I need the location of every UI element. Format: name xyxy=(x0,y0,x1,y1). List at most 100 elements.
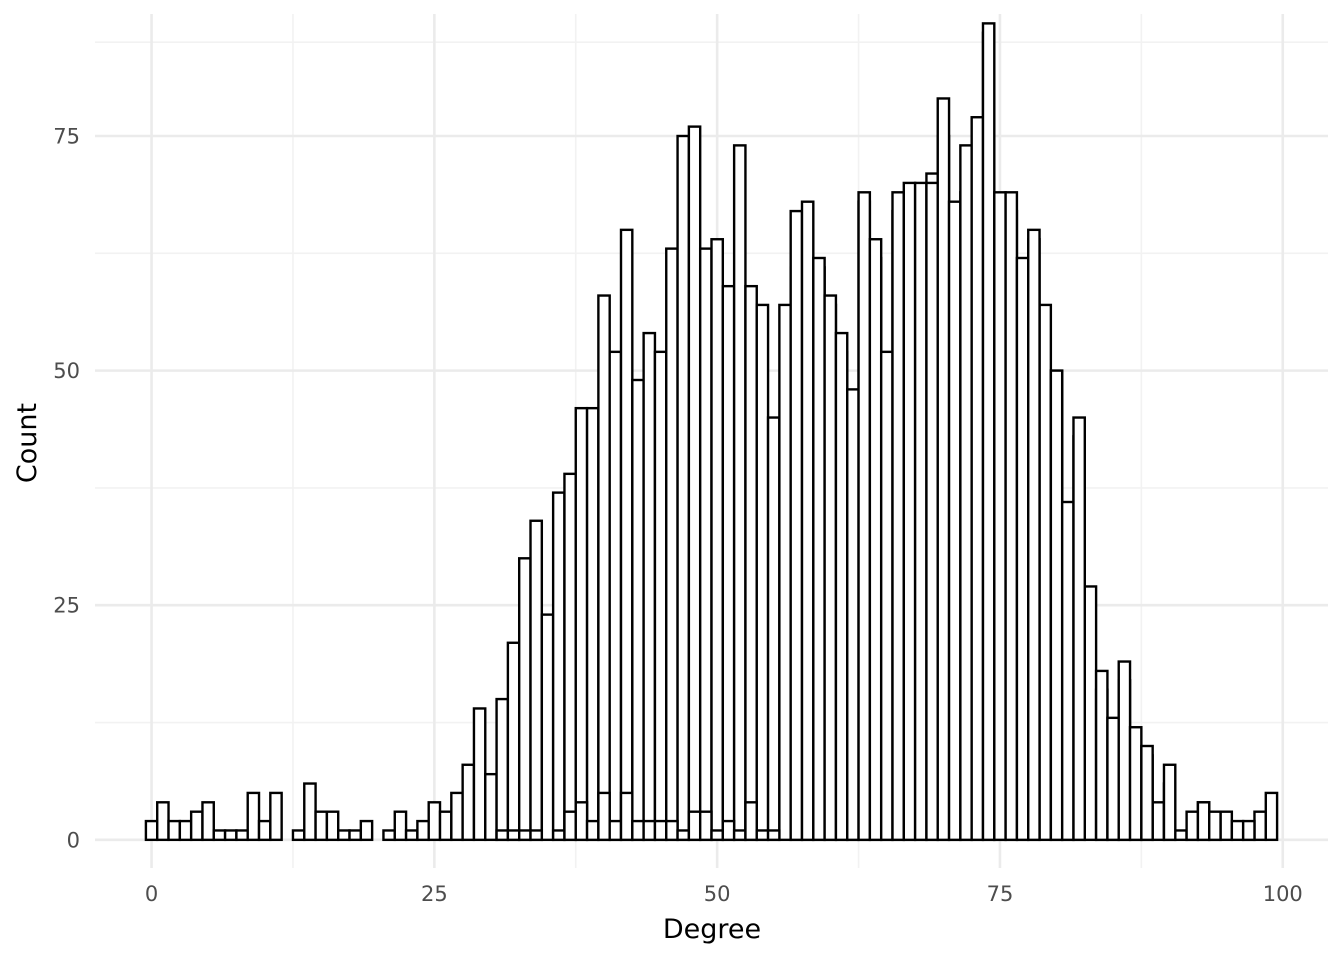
histogram-bar-s1-bin-30 xyxy=(484,772,498,842)
x-tick-label: 25 xyxy=(421,882,448,906)
histogram-bar-s1-bin-22 xyxy=(393,810,408,842)
x-axis-title: Degree xyxy=(663,914,761,945)
histogram-bar-s1-bin-18 xyxy=(348,829,363,842)
histogram-bar-s1-bin-16 xyxy=(325,810,340,842)
histogram-bar-s1-bin-14 xyxy=(303,782,317,842)
histogram-bar-s2-bin-41 xyxy=(608,819,623,842)
x-tick-label: 0 xyxy=(145,882,158,906)
histogram-bar-s1-bin-29 xyxy=(472,707,487,842)
y-tick-label: 50 xyxy=(53,359,80,383)
histogram-bar-s1-bin-91 xyxy=(1174,829,1188,842)
histogram-bar-s2-bin-65 xyxy=(879,350,894,842)
histogram-bar-s1-bin-27 xyxy=(450,791,464,842)
histogram-bar-s1-bin-56 xyxy=(778,303,792,842)
histogram-bar-s1-bin-15 xyxy=(314,810,329,842)
histogram-bar-s2-bin-62 xyxy=(846,388,860,842)
histogram-bar-s2-bin-78 xyxy=(1027,228,1041,842)
histogram-bar-s1-bin-55 xyxy=(766,416,781,842)
histogram-bar-s1-bin-23 xyxy=(404,829,419,842)
histogram-bar-s1-bin-51 xyxy=(721,284,736,842)
histogram-bar-s2-bin-69 xyxy=(925,181,939,842)
histogram-bar-s1-bin-37 xyxy=(563,472,577,842)
histogram-bar-s2-bin-68 xyxy=(913,181,928,842)
histogram-bar-s2-bin-63 xyxy=(857,191,872,842)
histogram-bar-s1-bin-48 xyxy=(687,125,702,842)
histogram-bar-s1-bin-0 xyxy=(144,819,159,842)
histogram-bar-s2-bin-71 xyxy=(947,200,962,842)
histogram-bar-s2-bin-60 xyxy=(823,294,838,842)
histogram-bar-s2-bin-51 xyxy=(721,819,736,842)
histogram-bar-s2-bin-43 xyxy=(631,819,645,842)
y-tick-label: 25 xyxy=(53,594,80,618)
histogram-bar-s2-bin-61 xyxy=(834,331,849,842)
histogram-bar-s1-bin-9 xyxy=(246,791,261,842)
histogram-bar-s2-bin-37 xyxy=(563,810,577,842)
histogram-bar-s2-bin-49 xyxy=(698,810,713,842)
histogram-bar-s2-bin-59 xyxy=(812,256,826,842)
histogram-bar-s2-bin-94 xyxy=(1208,810,1222,842)
histogram-bar-s2-bin-42 xyxy=(619,791,634,842)
histogram-bar-s1-bin-25 xyxy=(427,801,442,842)
histogram-bar-s1-bin-45 xyxy=(653,350,668,842)
histogram-bar-s2-bin-45 xyxy=(653,819,668,842)
histogram-bar-s2-bin-75 xyxy=(993,191,1007,842)
histogram-bar-s2-bin-48 xyxy=(687,810,702,842)
histogram-bar-s1-bin-8 xyxy=(235,829,249,842)
x-tick-label: 100 xyxy=(1263,882,1303,906)
histogram-bar-s2-bin-50 xyxy=(710,829,725,842)
histogram-bar-s2-bin-34 xyxy=(529,829,544,842)
histogram-bar-s2-bin-76 xyxy=(1004,191,1019,842)
histogram-bar-s2-bin-90 xyxy=(1162,763,1177,842)
histogram-bar-s2-bin-81 xyxy=(1060,500,1075,842)
histogram-bar-s1-bin-41 xyxy=(608,350,623,842)
histogram-bar-s1-bin-46 xyxy=(665,247,679,842)
histogram-bar-s2-bin-88 xyxy=(1140,744,1154,842)
histogram-bar-s1-bin-11 xyxy=(269,791,283,842)
histogram-bar-s2-bin-47 xyxy=(676,829,691,842)
histogram-bar-s2-bin-53 xyxy=(744,801,758,842)
histogram-bar-s2-bin-55 xyxy=(766,829,781,842)
histogram-bar-s1-bin-6 xyxy=(212,829,227,842)
histogram-bar-s2-bin-33 xyxy=(517,829,532,842)
histogram-bar-s2-bin-80 xyxy=(1049,369,1064,842)
y-tick-label: 75 xyxy=(53,125,80,149)
histogram-bar-s1-bin-17 xyxy=(337,829,351,842)
histogram-bar-s1-bin-96 xyxy=(1230,819,1245,842)
histogram-bar-s2-bin-72 xyxy=(959,144,973,842)
histogram-bar-s2-bin-97 xyxy=(1241,819,1256,842)
histogram-bar-s1-bin-98 xyxy=(1253,810,1267,842)
histogram-bar-s1-bin-43 xyxy=(631,378,645,842)
histogram-bar-s1-bin-95 xyxy=(1219,810,1234,842)
histogram-bar-s1-bin-36 xyxy=(551,491,566,842)
histogram-bar-s1-bin-19 xyxy=(359,819,374,842)
histogram-bar-s2-bin-32 xyxy=(506,829,521,842)
histogram-bar-s1-bin-44 xyxy=(642,331,657,842)
histogram-bar-s1-bin-7 xyxy=(223,829,238,842)
histogram-bar-s1-bin-31 xyxy=(495,697,510,842)
histogram-bar-s1-bin-32 xyxy=(506,641,521,842)
histogram-bar-s1-bin-42 xyxy=(619,228,634,842)
histogram-bar-s2-bin-85 xyxy=(1106,716,1120,842)
histogram-bar-s1-bin-4 xyxy=(189,810,204,842)
histogram-bar-s2-bin-38 xyxy=(574,801,589,842)
histogram-bar-s2-bin-39 xyxy=(585,819,600,842)
histogram-bar-s1-bin-40 xyxy=(597,294,611,842)
histogram-bar-s1-bin-3 xyxy=(178,819,193,842)
histogram-bar-s1-bin-24 xyxy=(416,819,430,842)
histogram-bar-s1-bin-39 xyxy=(585,406,600,842)
histogram-bar-s1-bin-2 xyxy=(167,819,182,842)
histogram-bar-s1-bin-49 xyxy=(698,247,713,842)
histogram-bar-s2-bin-74 xyxy=(981,22,996,842)
histogram-bar-s2-bin-86 xyxy=(1117,660,1132,842)
histogram-bar-s1-bin-13 xyxy=(291,829,306,842)
histogram-bar-s1-bin-5 xyxy=(201,801,215,842)
histogram-bar-s2-bin-58 xyxy=(800,200,815,842)
histogram-bar-s1-bin-35 xyxy=(540,613,555,842)
histogram-bar-s2-bin-70 xyxy=(936,97,951,842)
histogram-bar-s1-bin-34 xyxy=(529,519,544,842)
histogram-bar-s1-bin-38 xyxy=(574,406,589,842)
y-tick-label: 0 xyxy=(67,828,80,852)
histogram-bar-s1-bin-89 xyxy=(1151,801,1166,842)
histogram-bar-s2-bin-54 xyxy=(755,829,770,842)
